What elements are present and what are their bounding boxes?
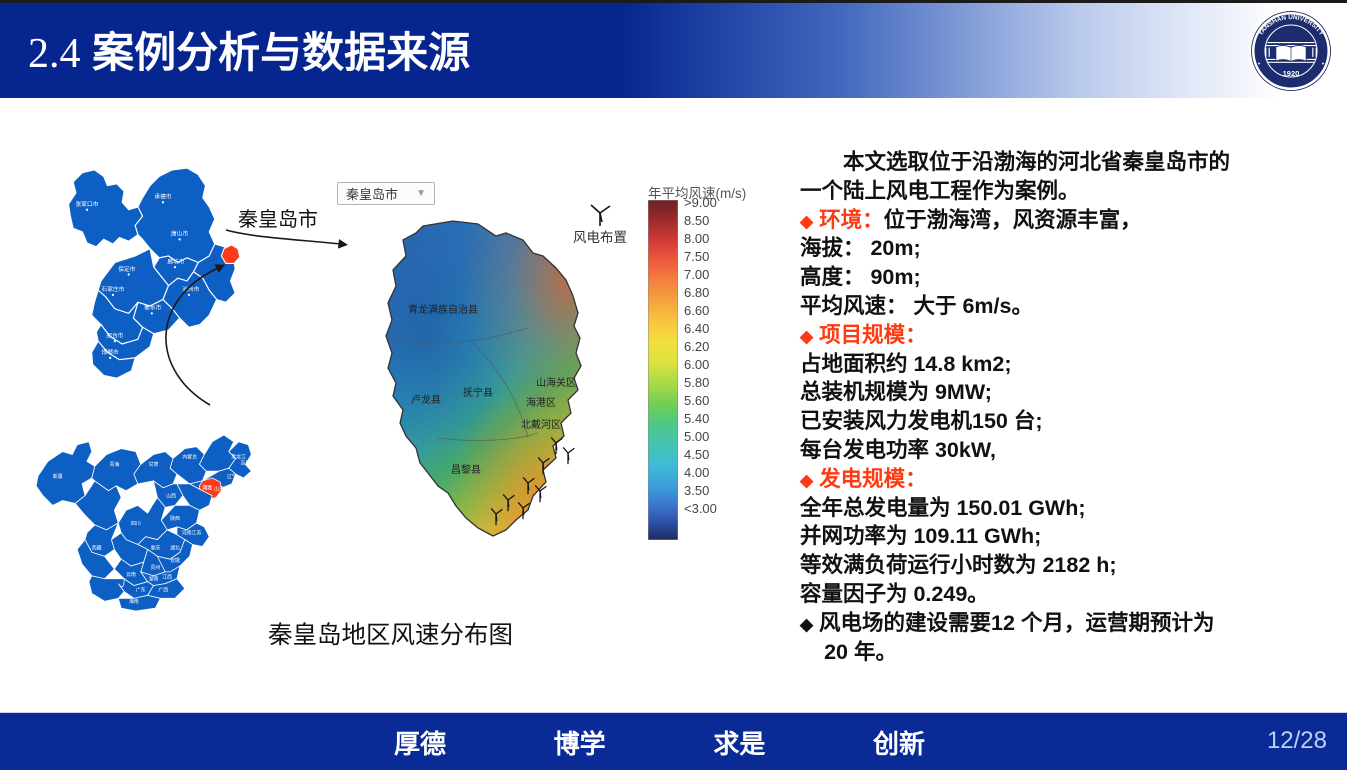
svg-text:卢龙县: 卢龙县 [411,393,441,406]
svg-text:北戴河区: 北戴河区 [521,418,561,431]
svg-text:山海关区: 山海关区 [536,376,576,389]
svg-text:抚宁县: 抚宁县 [463,386,493,399]
svg-text:昌黎县: 昌黎县 [451,463,481,476]
svg-text:青龙满族自治县: 青龙满族自治县 [408,303,478,316]
svg-text:海港区: 海港区 [526,396,556,409]
